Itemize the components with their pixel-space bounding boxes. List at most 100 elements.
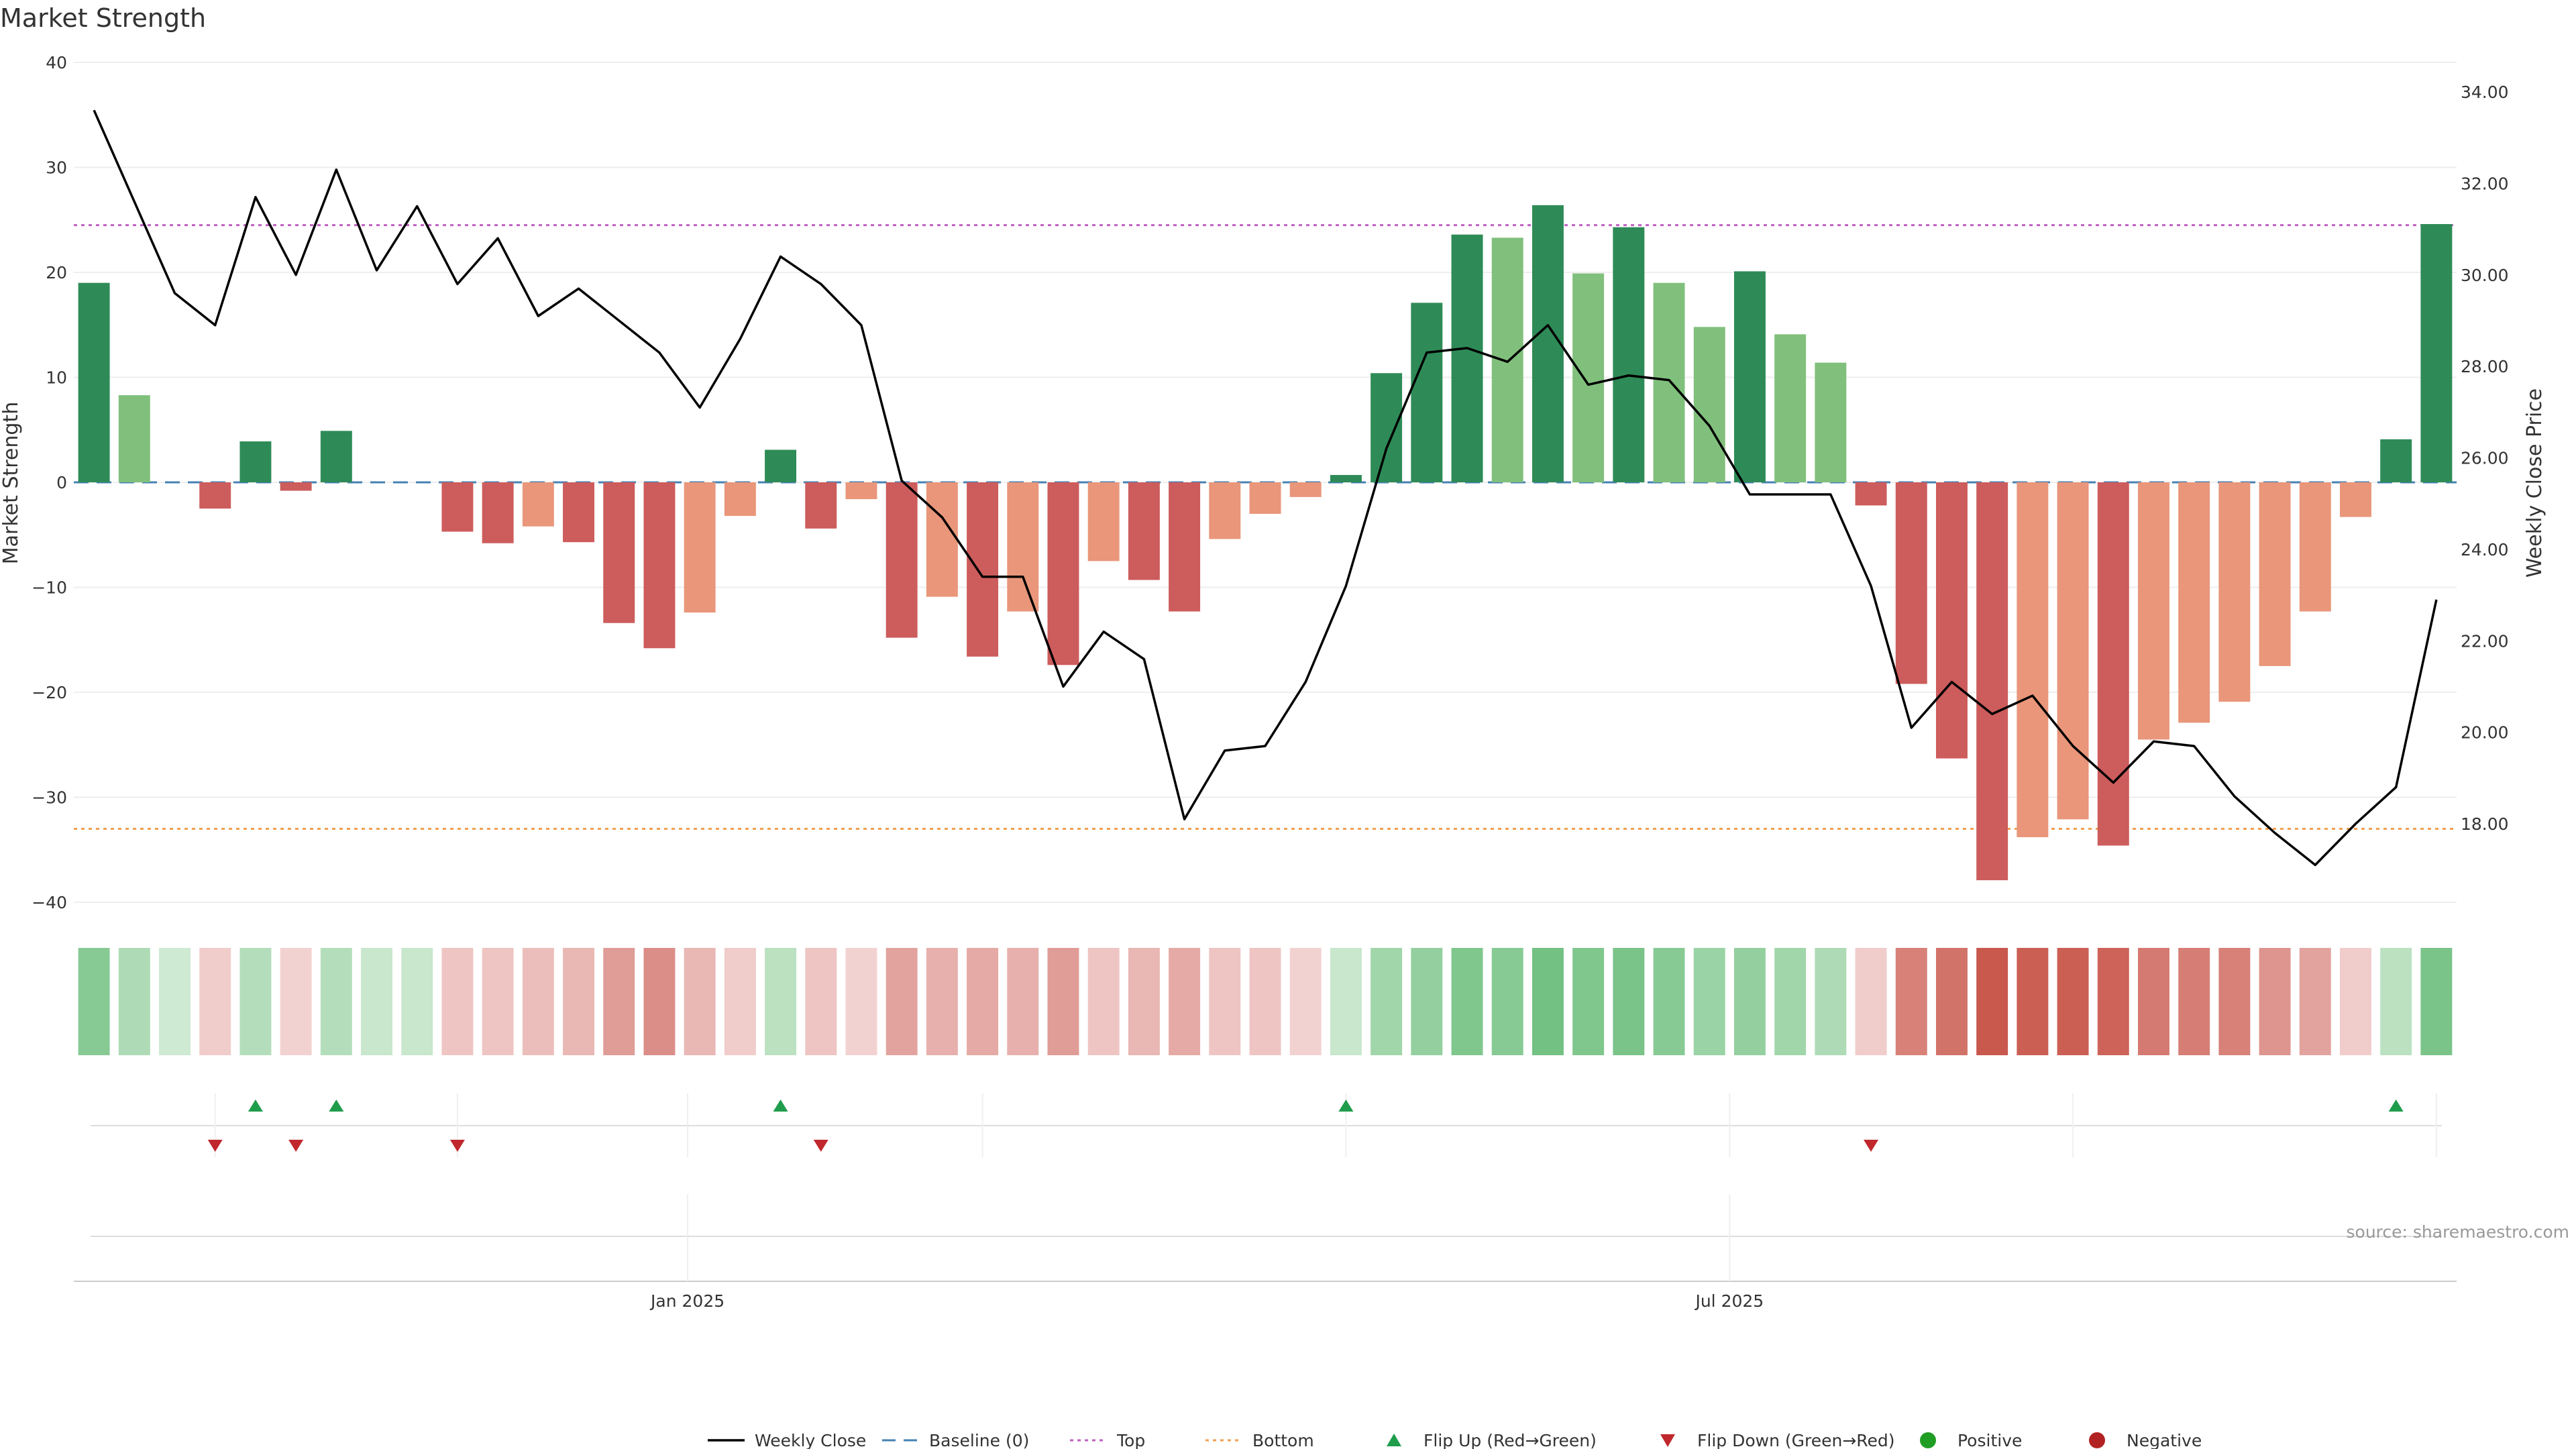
heat-cell-31 <box>1330 948 1362 1055</box>
strength-bar-34 <box>1451 234 1483 482</box>
heat-cell-0 <box>78 948 110 1055</box>
strength-bar-55 <box>2299 482 2331 612</box>
right-tick-label-1: 20.00 <box>2461 723 2509 743</box>
heat-cell-40 <box>1693 948 1725 1055</box>
strength-bar-17 <box>765 449 797 482</box>
flip-down-marker-2 <box>449 1140 465 1152</box>
right-tick-label-3: 24.00 <box>2461 540 2509 559</box>
strength-bar-4 <box>239 441 272 482</box>
heat-cell-27 <box>1169 948 1201 1055</box>
strength-bar-20 <box>885 482 918 638</box>
strength-bar-0 <box>78 282 110 482</box>
heat-cell-54 <box>2259 948 2291 1055</box>
heat-cell-13 <box>603 948 635 1055</box>
left-axis-title: Market Strength <box>0 402 23 564</box>
strength-bar-27 <box>1169 482 1201 612</box>
heat-cell-11 <box>522 948 554 1055</box>
strength-bar-43 <box>1815 362 1847 482</box>
flip-up-marker-4 <box>2388 1099 2404 1112</box>
legend-label-3: Bottom <box>1252 1431 1314 1449</box>
heat-cell-38 <box>1613 948 1645 1055</box>
strength-heat-strip <box>78 948 2453 1055</box>
heat-cell-46 <box>1935 948 1968 1055</box>
heat-cell-34 <box>1451 948 1483 1055</box>
heat-cell-23 <box>1007 948 1039 1055</box>
heat-cell-45 <box>1895 948 1927 1055</box>
flip-down-marker-0 <box>207 1140 223 1152</box>
heat-cell-53 <box>2218 948 2251 1055</box>
strength-bar-12 <box>563 482 595 543</box>
strength-bar-33 <box>1411 303 1443 482</box>
strength-bar-44 <box>1855 482 1887 506</box>
right-tick-label-6: 30.00 <box>2461 266 2509 285</box>
legend-label-7: Negative <box>2127 1431 2202 1449</box>
strength-bars <box>78 205 2453 881</box>
left-tick-label-8: 40 <box>46 53 67 72</box>
strength-bar-16 <box>724 482 756 517</box>
heat-cell-8 <box>401 948 433 1055</box>
heat-cell-43 <box>1815 948 1847 1055</box>
strength-bar-1 <box>118 395 150 482</box>
legend-label-6: Positive <box>1957 1431 2022 1449</box>
legend-label-5: Flip Down (Green→Red) <box>1697 1431 1895 1449</box>
right-tick-label-4: 26.00 <box>2461 449 2509 468</box>
date-tick-label-1: Jul 2025 <box>1694 1291 1764 1311</box>
strength-bar-37 <box>1572 273 1605 482</box>
legend-symbol-4 <box>1387 1434 1401 1446</box>
heat-cell-14 <box>643 948 676 1055</box>
date-tick-label-0: Jan 2025 <box>649 1291 724 1311</box>
heat-cell-18 <box>805 948 837 1055</box>
heat-cell-28 <box>1209 948 1241 1055</box>
heat-cell-6 <box>320 948 352 1055</box>
strength-bar-50 <box>2097 482 2129 846</box>
strength-bar-29 <box>1249 482 1281 514</box>
right-tick-label-0: 18.00 <box>2461 814 2509 834</box>
left-tick-label-1: −30 <box>32 788 67 808</box>
legend-item-3: Bottom <box>1205 1431 1314 1449</box>
strength-bar-31 <box>1330 475 1362 482</box>
strength-bar-13 <box>603 482 635 623</box>
flip-up-marker-3 <box>1338 1099 1354 1112</box>
strength-bar-49 <box>2057 482 2089 820</box>
legend-item-4: Flip Up (Red→Green) <box>1387 1431 1597 1449</box>
strength-bar-54 <box>2259 482 2291 666</box>
heat-cell-15 <box>684 948 716 1055</box>
legend-symbol-5 <box>1660 1434 1675 1447</box>
left-tick-label-0: −40 <box>32 893 67 912</box>
heat-cell-26 <box>1128 948 1160 1055</box>
strength-bar-51 <box>2137 482 2169 740</box>
strength-bar-14 <box>643 482 676 649</box>
heat-cell-44 <box>1855 948 1887 1055</box>
flip-markers-panel <box>91 1093 2442 1157</box>
strength-bar-40 <box>1693 327 1725 482</box>
flip-down-marker-1 <box>288 1140 304 1152</box>
heat-cell-20 <box>885 948 918 1055</box>
weekly-close-line-group <box>93 109 2438 867</box>
strength-bar-25 <box>1087 482 1120 561</box>
right-tick-label-7: 32.00 <box>2461 174 2509 193</box>
heat-cell-37 <box>1572 948 1605 1055</box>
heat-cell-39 <box>1653 948 1685 1055</box>
heat-cell-42 <box>1774 948 1807 1055</box>
heat-cell-47 <box>1976 948 2008 1055</box>
strength-bar-9 <box>441 482 474 532</box>
flip-up-marker-1 <box>329 1099 344 1112</box>
legend-symbol-6 <box>1920 1432 1936 1448</box>
heat-cell-41 <box>1733 948 1766 1055</box>
strength-bar-15 <box>684 482 716 613</box>
strength-bar-56 <box>2340 482 2371 517</box>
heat-cell-35 <box>1491 948 1523 1055</box>
strength-bar-18 <box>805 482 837 529</box>
strength-bar-35 <box>1491 237 1523 482</box>
left-tick-label-4: 0 <box>56 473 67 492</box>
legend: Weekly Close Baseline (0) Top Bottom Flip Up… <box>708 1431 2202 1449</box>
strength-bar-39 <box>1653 282 1685 482</box>
strength-bar-52 <box>2178 482 2210 723</box>
strength-bar-22 <box>967 482 999 657</box>
right-axis-title: Weekly Close Price <box>2523 388 2546 578</box>
strength-bar-38 <box>1613 227 1645 482</box>
heat-cell-16 <box>724 948 756 1055</box>
heat-cell-33 <box>1411 948 1443 1055</box>
heat-cell-4 <box>239 948 272 1055</box>
